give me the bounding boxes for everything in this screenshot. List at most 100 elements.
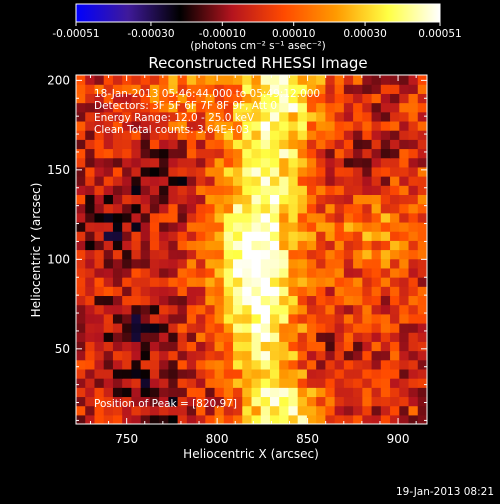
heatmap-cell <box>205 322 216 333</box>
heatmap-cell <box>343 313 354 324</box>
heatmap-cell <box>94 387 105 398</box>
heatmap-cell <box>112 359 123 370</box>
heatmap-cell <box>112 387 123 398</box>
heatmap-cell <box>306 277 317 287</box>
heatmap-cell <box>399 295 410 306</box>
heatmap-cell <box>251 350 262 361</box>
heatmap-cell <box>399 176 410 186</box>
heatmap-cell <box>279 258 290 269</box>
heatmap-cell <box>76 139 86 150</box>
heatmap-cell <box>362 405 373 416</box>
heatmap-cell <box>168 258 179 269</box>
heatmap-cell <box>380 166 391 177</box>
heatmap-cell <box>112 84 123 94</box>
heatmap-cell <box>380 304 391 315</box>
heatmap-cell <box>177 212 188 223</box>
heatmap-cell <box>380 414 391 424</box>
heatmap-cell <box>334 249 345 260</box>
heatmap-cell <box>131 111 142 122</box>
heatmap-cell <box>316 203 326 214</box>
heatmap-cell <box>343 111 354 122</box>
heatmap-cell <box>334 139 345 150</box>
heatmap-cell <box>223 139 234 150</box>
heatmap-cell <box>214 148 225 159</box>
heatmap-cell <box>177 396 188 407</box>
heatmap-cell <box>251 286 262 297</box>
heatmap-cell <box>343 185 354 195</box>
heatmap-cell <box>205 332 216 342</box>
heatmap-cell <box>76 212 86 223</box>
heatmap-cell <box>223 322 234 333</box>
heatmap-cell <box>325 166 336 177</box>
heatmap-cell <box>353 295 363 306</box>
heatmap-cell <box>94 332 105 342</box>
heatmap-cell <box>297 286 308 297</box>
heatmap-cell <box>103 176 114 186</box>
heatmap-cell <box>205 249 216 260</box>
heatmap-cell <box>76 176 86 186</box>
heatmap-cell <box>103 148 114 159</box>
heatmap-cell <box>390 396 400 407</box>
heatmap-cell <box>306 176 317 186</box>
heatmap-cell <box>233 75 243 85</box>
heatmap-cell <box>112 111 123 122</box>
heatmap-cell <box>306 75 317 85</box>
heatmap-cell <box>186 249 197 260</box>
heatmap-cell <box>76 84 86 94</box>
heatmap-cell <box>408 341 419 352</box>
heatmap-cell <box>353 359 363 370</box>
heatmap-cell <box>269 130 280 140</box>
heatmap-cell <box>408 203 419 214</box>
heatmap-cell <box>76 93 86 104</box>
heatmap-cell <box>269 304 280 315</box>
heatmap-cell <box>214 111 225 122</box>
heatmap-cell <box>112 286 123 297</box>
heatmap-cell <box>149 102 160 113</box>
heatmap-cell <box>390 286 400 297</box>
heatmap-cell <box>408 102 419 113</box>
heatmap-cell <box>251 157 262 168</box>
heatmap-cell <box>343 396 354 407</box>
heatmap-cell <box>362 277 373 287</box>
heatmap-cell <box>149 414 160 424</box>
heatmap-cell <box>380 313 391 324</box>
heatmap-cell <box>353 286 363 297</box>
heatmap-cell <box>168 405 179 416</box>
heatmap-cell <box>353 185 363 195</box>
heatmap-cell <box>85 304 96 315</box>
heatmap-cell <box>94 139 105 150</box>
x-tick-labels: 750 800 850 900 <box>115 432 409 446</box>
heatmap-cell <box>334 240 345 251</box>
heatmap-cell <box>85 332 96 342</box>
heatmap-cell <box>297 414 308 424</box>
heatmap-cell <box>122 396 133 407</box>
heatmap-cell <box>417 120 427 131</box>
heatmap-cell <box>149 267 160 278</box>
heatmap-cell <box>233 350 243 361</box>
heatmap-cell <box>177 258 188 269</box>
heatmap-cell <box>122 221 133 232</box>
heatmap-cell <box>279 396 290 407</box>
annotation-line: 18-Jan-2013 05:46:44.000 to 05:49:12.000 <box>94 88 320 100</box>
heatmap-cell <box>297 277 308 287</box>
heatmap-cell <box>168 148 179 159</box>
heatmap-cell <box>214 286 225 297</box>
heatmap-cell <box>131 341 142 352</box>
heatmap-cell <box>343 387 354 398</box>
heatmap-cell <box>269 332 280 342</box>
heatmap-cell <box>186 120 197 131</box>
heatmap-cell <box>306 368 317 379</box>
heatmap-cell <box>214 304 225 315</box>
heatmap-cell <box>288 332 299 342</box>
heatmap-cell <box>196 378 206 388</box>
heatmap-cell <box>196 304 206 315</box>
heatmap-cell <box>260 332 271 342</box>
heatmap-cell <box>94 341 105 352</box>
heatmap-cell <box>103 258 114 269</box>
heatmap-cell <box>306 286 317 297</box>
colorbar-tick-label: 0.00010 <box>272 28 315 40</box>
heatmap-cell <box>242 249 253 260</box>
heatmap-cell <box>371 231 382 241</box>
heatmap-cell <box>103 102 114 113</box>
heatmap-cell <box>242 313 253 324</box>
